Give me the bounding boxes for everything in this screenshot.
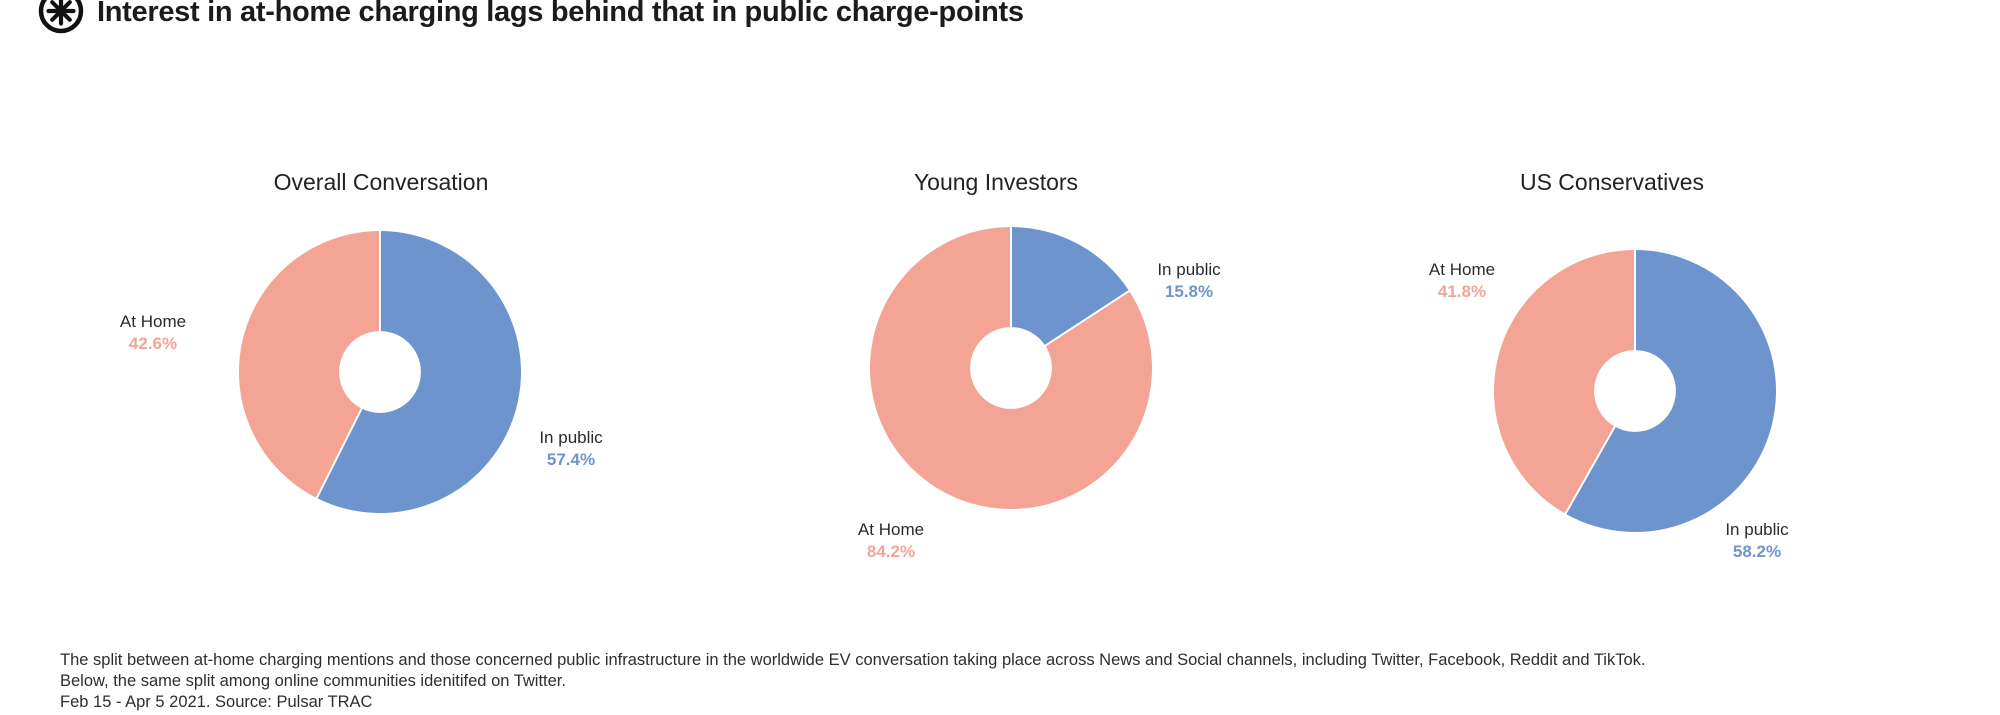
chart-title-young-investors: Young Investors <box>913 169 1079 195</box>
donut-chart-young-investors <box>870 226 1152 509</box>
slice-value: 84.2% <box>866 542 916 561</box>
slice-label-in-public: In public 57.4% <box>539 427 602 471</box>
slice-label-text: At Home <box>1428 260 1496 279</box>
donut-slice-at-home <box>1494 250 1635 514</box>
chart-title-us-conservatives: US Conservatives <box>1519 169 1705 195</box>
chart-title-overall-conversation: Overall Conversation <box>273 169 489 195</box>
donut-chart-overall-conversation <box>239 230 521 513</box>
slice-label-text: In public <box>1725 520 1789 539</box>
slice-value: 58.2% <box>1732 542 1782 561</box>
slice-divider-line <box>315 407 363 499</box>
slice-label-in-public: In public 58.2% <box>1725 519 1788 563</box>
slice-label-text: At Home <box>119 312 187 331</box>
slice-value: 42.6% <box>128 334 178 353</box>
donut-slice-in-public <box>1011 227 1130 346</box>
donut-slice-in-public <box>316 231 521 513</box>
slice-label-in-public: In public 15.8% <box>1157 259 1220 303</box>
page-title: Interest in at-home charging lags behind… <box>97 0 1024 28</box>
footer-line: The split between at-home charging menti… <box>60 651 1646 669</box>
donut-slice-at-home <box>239 231 380 499</box>
footer-line: Below, the same split among online commu… <box>60 671 566 690</box>
slice-label-at-home: At Home 84.2% <box>858 519 924 563</box>
slice-label-text: In public <box>539 428 603 447</box>
slice-divider-line <box>1564 425 1616 515</box>
slice-label-text: In public <box>1157 260 1221 279</box>
footer-caption: The split between at-home charging menti… <box>60 650 1645 712</box>
slice-divider-line <box>1044 289 1131 347</box>
footer-line: Feb 15 - Apr 5 2021. Source: Pulsar TRAC <box>60 692 373 711</box>
slice-value: 41.8% <box>1437 282 1487 301</box>
slice-label-at-home: At Home 42.6% <box>120 311 186 355</box>
slice-label-at-home: At Home 41.8% <box>1429 259 1495 303</box>
pulsar-starburst-icon <box>38 0 84 34</box>
donut-slice-at-home <box>870 227 1152 509</box>
slice-label-text: At Home <box>857 520 925 539</box>
slice-value: 15.8% <box>1164 282 1214 301</box>
slice-value: 57.4% <box>546 450 596 469</box>
donut-slice-in-public <box>1565 250 1776 532</box>
donut-chart-us-conservatives <box>1494 249 1776 532</box>
